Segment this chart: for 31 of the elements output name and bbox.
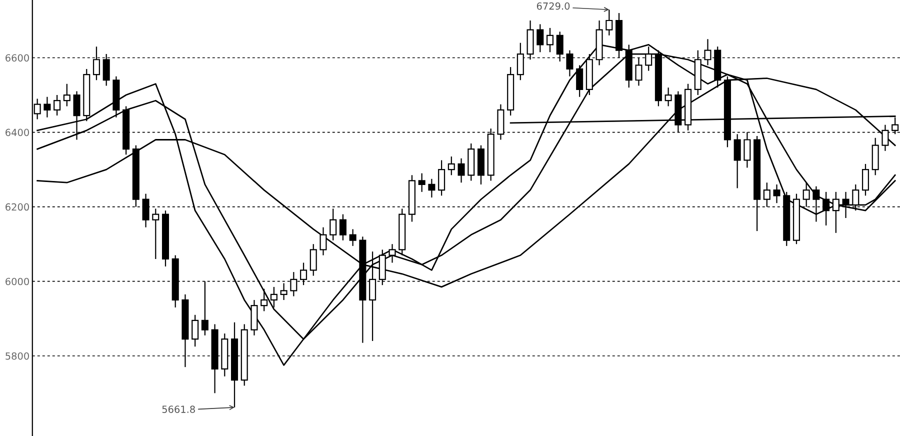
candlestick (744, 132, 751, 168)
candlestick (320, 226, 327, 256)
y-tick-label: 6400 (6, 128, 29, 136)
candlestick (44, 96, 51, 118)
candlestick (152, 208, 160, 260)
candlestick (260, 288, 268, 312)
candlestick (54, 94, 61, 116)
candlestick (349, 228, 356, 247)
y-tick-label: 5800 (6, 352, 29, 360)
candlestick (339, 214, 346, 241)
candlestick (418, 172, 426, 192)
candlestick (773, 184, 780, 204)
candlestick (862, 163, 870, 196)
y-tick-label: 6200 (6, 203, 29, 211)
candlestick (270, 286, 278, 308)
candlestick (576, 64, 584, 98)
candlestick (448, 156, 455, 176)
candlestick (63, 83, 70, 107)
annotation: 5661.8 (162, 406, 195, 413)
candlestick (192, 314, 199, 348)
candlestick (388, 244, 396, 264)
candlestick (310, 244, 317, 276)
candlestick (536, 24, 544, 53)
annotation: 6729.0 (536, 2, 570, 10)
candlestick (458, 158, 465, 184)
candlestick (438, 160, 446, 196)
candlestick (546, 27, 554, 53)
candlestick (428, 178, 436, 198)
y-tick-label: 6600 (6, 54, 29, 62)
candlestick (664, 87, 672, 107)
y-tick-label: 6000 (6, 278, 29, 286)
